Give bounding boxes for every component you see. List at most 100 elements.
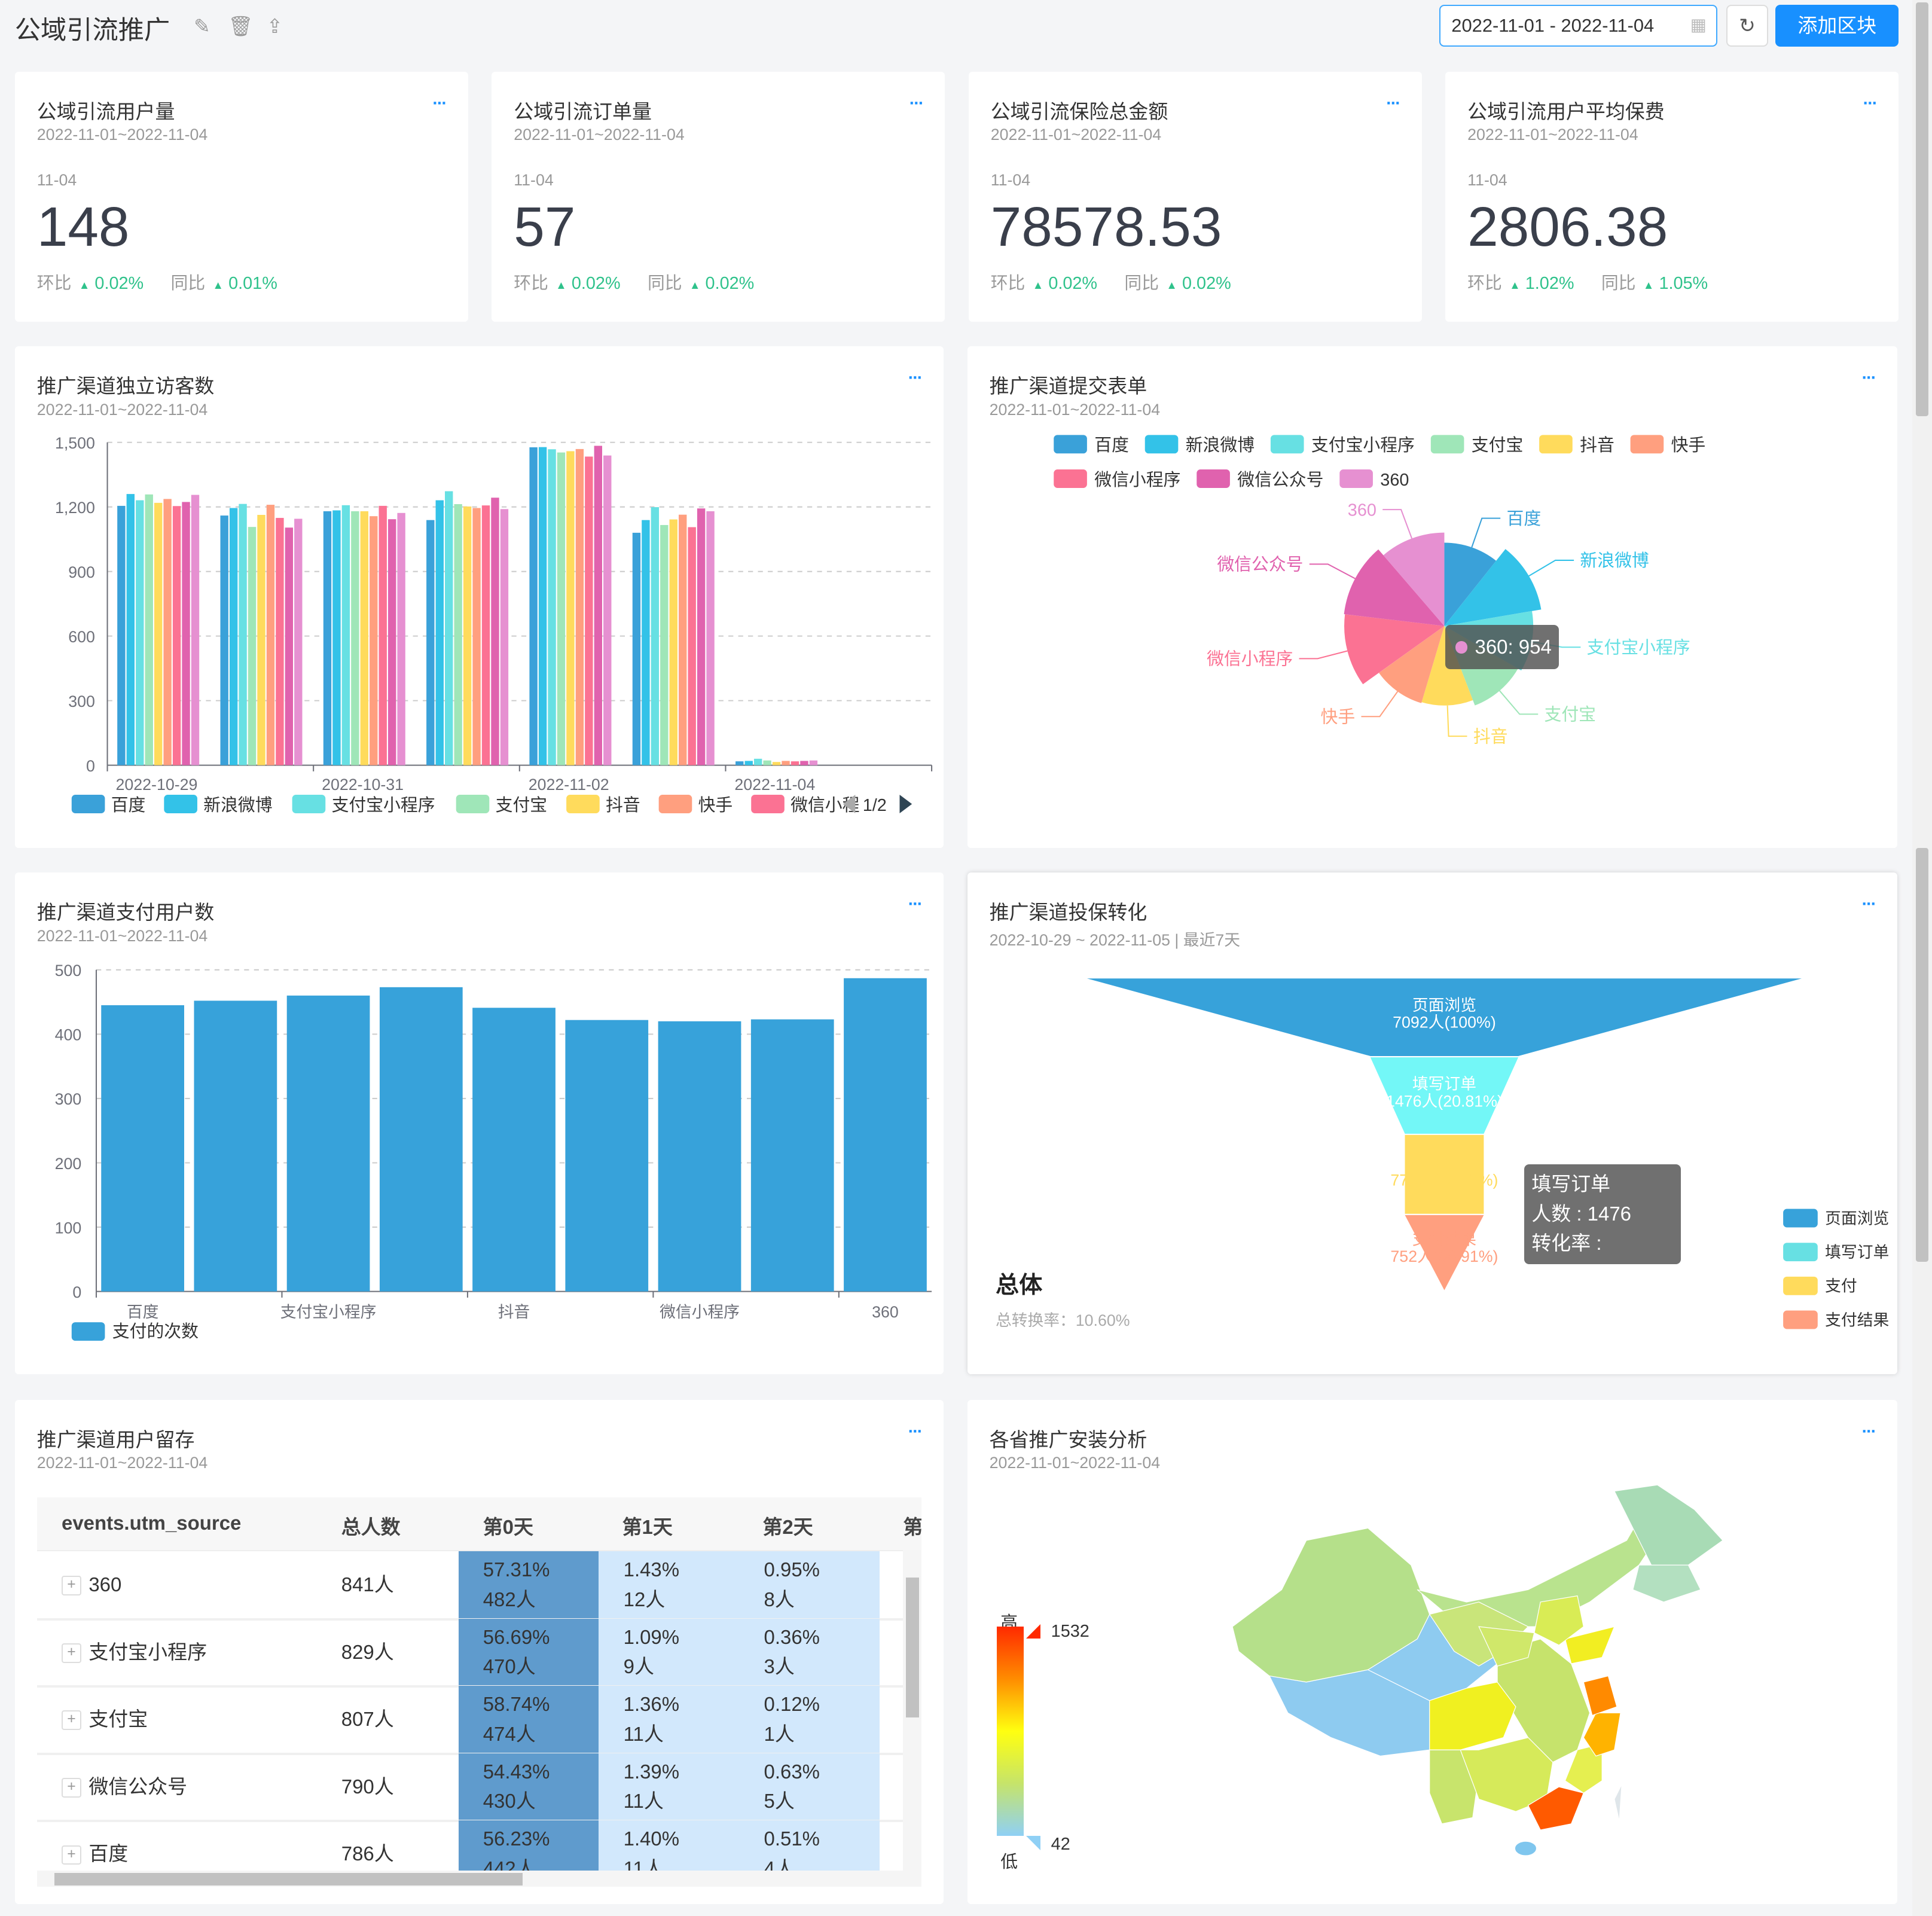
bar-抖音-2022-10-30[interactable] bbox=[257, 515, 265, 765]
legend-swatch[interactable] bbox=[1783, 1209, 1818, 1228]
legend-swatch[interactable] bbox=[750, 795, 785, 813]
bar-支付宝小程序-2022-10-31[interactable] bbox=[341, 505, 350, 765]
legend-item-微信小程序[interactable]: 微信小程序 bbox=[1094, 471, 1180, 490]
legend-swatch[interactable] bbox=[164, 795, 197, 813]
delete-icon[interactable]: 🗑︎ bbox=[228, 14, 254, 37]
legend-swatch[interactable] bbox=[292, 795, 325, 813]
funnel-stage-支付结果[interactable] bbox=[1405, 1215, 1484, 1290]
legend-item-支付宝[interactable]: 支付宝 bbox=[495, 796, 547, 815]
more-menu-button[interactable]: ··· bbox=[1863, 93, 1878, 113]
legend-item[interactable]: 支付的次数 bbox=[112, 1322, 199, 1341]
legend-item-支付宝[interactable]: 支付宝 bbox=[1471, 436, 1523, 455]
scrollbar-thumb[interactable] bbox=[1916, 2, 1928, 417]
add-block-button[interactable]: 添加区块 bbox=[1775, 5, 1899, 47]
bar-快手-2022-11-02[interactable] bbox=[575, 449, 584, 765]
bar-微信公众号-2022-11-04[interactable] bbox=[799, 761, 808, 765]
bar-新浪微博-2022-11-02[interactable] bbox=[538, 447, 547, 765]
legend-swatch[interactable] bbox=[1783, 1310, 1818, 1329]
table-vertical-scrollbar[interactable] bbox=[903, 1550, 922, 1871]
refresh-button[interactable]: ↻ bbox=[1726, 5, 1768, 47]
bar-微信公众号[interactable] bbox=[750, 1019, 834, 1292]
pie-slice-微信小程序[interactable] bbox=[1344, 614, 1445, 685]
province-region[interactable] bbox=[1527, 1786, 1584, 1830]
table-horizontal-scrollbar[interactable] bbox=[36, 1870, 922, 1887]
date-range-input[interactable]: 2022-11-01 - 2022-11-04 ▦ bbox=[1439, 5, 1718, 47]
bar-微信小程序-2022-11-04[interactable] bbox=[790, 761, 799, 765]
bar-支付宝-2022-10-30[interactable] bbox=[248, 527, 256, 765]
bar-360-2022-10-31[interactable] bbox=[397, 512, 405, 765]
more-menu-button[interactable]: ··· bbox=[432, 93, 447, 113]
legend-item-新浪微博[interactable]: 新浪微博 bbox=[203, 796, 272, 815]
legend-swatch[interactable] bbox=[1783, 1243, 1818, 1262]
bar-快手-2022-11-04[interactable] bbox=[782, 761, 790, 765]
bar-抖音-2022-11-01[interactable] bbox=[463, 506, 472, 765]
bar-新浪微博-2022-11-01[interactable] bbox=[435, 500, 444, 765]
bar-360[interactable] bbox=[843, 978, 927, 1292]
table-row[interactable]: + 支付宝小程序 829人 56.69% 470人 1.09% 9人 0.36% 3人 bbox=[36, 1618, 904, 1688]
column-header[interactable]: 第0天 bbox=[483, 1516, 533, 1539]
more-menu-button[interactable]: ··· bbox=[1861, 1421, 1877, 1441]
more-menu-button[interactable]: ··· bbox=[1386, 93, 1401, 113]
legend-item-抖音[interactable]: 抖音 bbox=[606, 796, 640, 815]
bar-微信公众号-2022-11-02[interactable] bbox=[594, 446, 602, 765]
legend-item-微信公众号[interactable]: 微信公众号 bbox=[1237, 471, 1323, 490]
legend-item-填写订单[interactable]: 填写订单 bbox=[1825, 1243, 1889, 1261]
column-header[interactable]: 第 bbox=[903, 1516, 922, 1539]
bar-支付宝-2022-11-02[interactable] bbox=[557, 452, 565, 765]
pie-slice-快手[interactable] bbox=[1378, 626, 1445, 703]
bar-百度-2022-11-03[interactable] bbox=[632, 532, 640, 765]
bar-360-2022-11-01[interactable] bbox=[500, 509, 508, 765]
bar-支付宝小程序-2022-11-02[interactable] bbox=[548, 449, 556, 765]
legend-item-支付宝小程序[interactable]: 支付宝小程序 bbox=[1311, 436, 1414, 455]
bar-微信小程序-2022-11-01[interactable] bbox=[481, 505, 490, 765]
legend-next-icon[interactable] bbox=[899, 795, 912, 813]
bar-支付宝-2022-11-03[interactable] bbox=[660, 524, 669, 765]
share-icon[interactable]: ⇪ bbox=[266, 14, 283, 37]
legend-swatch[interactable] bbox=[1196, 469, 1230, 488]
bar-快手-2022-10-29[interactable] bbox=[163, 499, 172, 765]
expand-row-button[interactable]: + bbox=[62, 1710, 81, 1731]
bar-支付宝小程序-2022-10-29[interactable] bbox=[135, 500, 144, 765]
more-menu-button[interactable]: ··· bbox=[908, 368, 923, 388]
bar-微信小程序-2022-10-31[interactable] bbox=[379, 505, 387, 765]
bar-微信公众号-2022-10-31[interactable] bbox=[387, 519, 396, 765]
province-region[interactable] bbox=[1564, 1626, 1615, 1664]
legend-swatch[interactable] bbox=[1430, 435, 1464, 454]
bar-快手-2022-11-03[interactable] bbox=[678, 514, 687, 765]
bar-快手-2022-10-30[interactable] bbox=[266, 505, 274, 765]
legend-swatch[interactable] bbox=[1539, 435, 1573, 454]
bar-支付宝[interactable] bbox=[379, 987, 463, 1292]
bar-360-2022-11-02[interactable] bbox=[603, 455, 612, 765]
bar-支付宝-2022-11-01[interactable] bbox=[454, 504, 462, 765]
legend-swatch[interactable] bbox=[1339, 469, 1373, 488]
more-menu-button[interactable]: ··· bbox=[909, 93, 924, 113]
column-header[interactable]: 第2天 bbox=[762, 1516, 813, 1539]
column-header[interactable]: 第1天 bbox=[622, 1516, 673, 1539]
legend-item-百度[interactable]: 百度 bbox=[111, 796, 145, 815]
province-region[interactable] bbox=[1583, 1675, 1617, 1716]
legend-swatch[interactable] bbox=[1783, 1276, 1818, 1295]
table-row[interactable]: + 支付宝 807人 58.74% 474人 1.36% 11人 0.12% 1人 bbox=[36, 1686, 904, 1755]
province-region[interactable] bbox=[1632, 1564, 1701, 1603]
scrollbar-thumb[interactable] bbox=[905, 1577, 920, 1718]
legend-swatch[interactable] bbox=[658, 795, 692, 813]
more-menu-button[interactable]: ··· bbox=[1861, 894, 1877, 914]
scrollbar-thumb-2[interactable] bbox=[1916, 847, 1928, 1262]
bar-支付宝小程序-2022-11-04[interactable] bbox=[753, 758, 762, 765]
bar-新浪微博[interactable] bbox=[194, 1000, 277, 1292]
bar-百度-2022-10-30[interactable] bbox=[220, 515, 228, 765]
bar-抖音-2022-11-03[interactable] bbox=[669, 519, 677, 765]
pie-slice-百度[interactable] bbox=[1444, 542, 1496, 626]
more-menu-button[interactable]: ··· bbox=[1861, 368, 1877, 388]
bar-支付宝-2022-11-04[interactable] bbox=[763, 760, 771, 765]
legend-swatch[interactable] bbox=[71, 795, 105, 813]
province-region[interactable] bbox=[1533, 1595, 1584, 1646]
legend-swatch[interactable] bbox=[456, 795, 490, 813]
legend-item-新浪微博[interactable]: 新浪微博 bbox=[1185, 436, 1254, 455]
bar-微信公众号-2022-10-30[interactable] bbox=[285, 527, 293, 765]
bar-新浪微博-2022-10-30[interactable] bbox=[229, 508, 238, 765]
province-region[interactable] bbox=[1613, 1784, 1622, 1822]
bar-360-2022-11-04[interactable] bbox=[809, 760, 817, 765]
column-header[interactable]: 总人数 bbox=[341, 1516, 401, 1539]
table-row[interactable]: + 360 841人 57.31% 482人 1.43% 12人 0.95% 8人 bbox=[36, 1551, 904, 1621]
